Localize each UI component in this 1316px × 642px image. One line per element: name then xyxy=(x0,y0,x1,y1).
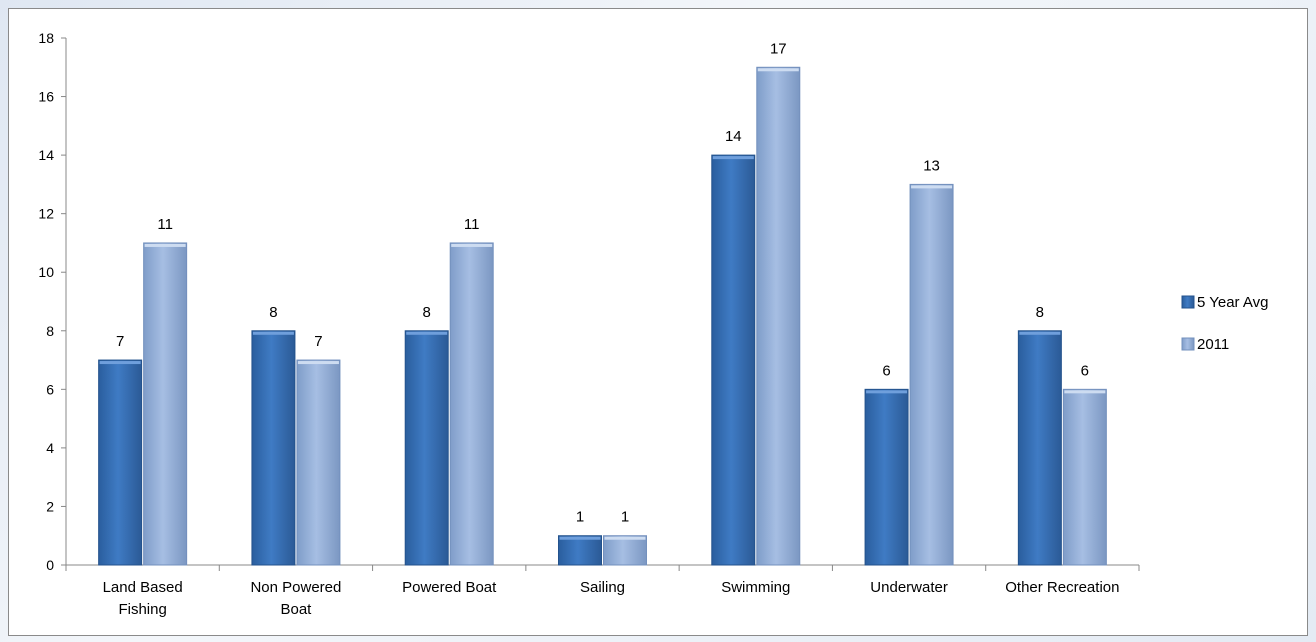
bar-5-year-avg xyxy=(558,535,602,566)
bar-5-year-avg xyxy=(1017,330,1062,566)
bar-bevel xyxy=(1064,390,1106,394)
x-tick-label: Swimming xyxy=(721,579,790,596)
x-tick-label: Other Recreation xyxy=(1005,579,1119,596)
bar-bevel xyxy=(866,390,908,394)
bar-5-year-avg xyxy=(251,330,296,566)
y-tick-label: 2 xyxy=(46,498,54,514)
bar-2011 xyxy=(296,359,341,566)
data-label: 11 xyxy=(157,216,173,233)
bars xyxy=(98,66,1107,566)
bar-bevel xyxy=(559,536,601,540)
data-label: 6 xyxy=(1081,362,1089,379)
y-tick-label: 14 xyxy=(38,147,54,163)
data-label: 1 xyxy=(621,509,629,526)
x-tick-label: Land Based Fishing xyxy=(103,579,183,618)
bar-2011 xyxy=(603,535,647,566)
data-label: 8 xyxy=(423,304,431,321)
y-tick-label: 18 xyxy=(38,30,54,46)
bar-2011 xyxy=(1062,388,1107,566)
bar-bevel xyxy=(451,243,493,247)
data-label: 8 xyxy=(269,304,277,321)
legend-swatch xyxy=(1181,295,1195,309)
bar-bevel xyxy=(712,156,754,160)
bar-5-year-avg xyxy=(98,359,143,566)
bar-bevel xyxy=(252,331,294,335)
bar-2011 xyxy=(143,242,188,566)
bar-5-year-avg xyxy=(864,388,909,566)
data-label: 6 xyxy=(882,362,890,379)
legend-label: 5 Year Avg xyxy=(1197,294,1268,311)
bar-2011 xyxy=(449,242,494,566)
legend: 5 Year Avg 2011 xyxy=(1181,294,1268,353)
y-tick-label: 10 xyxy=(38,264,54,280)
bar-2011 xyxy=(909,183,954,566)
bar-5-year-avg xyxy=(711,154,756,566)
legend-swatch xyxy=(1181,337,1195,351)
data-label: 14 xyxy=(725,128,742,145)
y-tick-label: 8 xyxy=(46,323,54,339)
bar-5-year-avg xyxy=(404,330,449,566)
bar-bevel xyxy=(297,361,339,365)
bar-bevel xyxy=(406,331,448,335)
y-tick-label: 16 xyxy=(38,89,54,105)
bar-bevel xyxy=(911,185,953,189)
data-label: 17 xyxy=(770,40,787,57)
data-label: 11 xyxy=(464,216,480,233)
y-tick-label: 12 xyxy=(38,206,54,222)
chart-frame: 0 2 4 6 8 10 12 14 16 18 Land Based Fishing Non Powe… xyxy=(8,8,1308,636)
bar-bevel xyxy=(1019,331,1061,335)
data-label: 13 xyxy=(923,157,940,174)
data-label: 1 xyxy=(576,509,584,526)
legend-label: 2011 xyxy=(1197,336,1229,353)
bar-2011 xyxy=(756,66,801,566)
data-label: 7 xyxy=(314,333,322,350)
data-label: 8 xyxy=(1036,304,1044,321)
x-tick-label: Powered Boat xyxy=(402,579,497,596)
y-tick-label: 0 xyxy=(46,557,54,573)
y-tick-label: 6 xyxy=(46,381,54,397)
bar-bevel xyxy=(144,243,186,247)
bar-bevel xyxy=(604,536,646,540)
bar-bevel xyxy=(99,361,141,365)
x-tick-label: Sailing xyxy=(580,579,625,596)
data-label: 7 xyxy=(116,333,124,350)
x-tick-label: Non Powered Boat xyxy=(250,579,341,618)
bar-bevel xyxy=(757,68,799,72)
x-tick-label: Underwater xyxy=(870,579,948,596)
y-tick-label: 4 xyxy=(46,440,54,456)
